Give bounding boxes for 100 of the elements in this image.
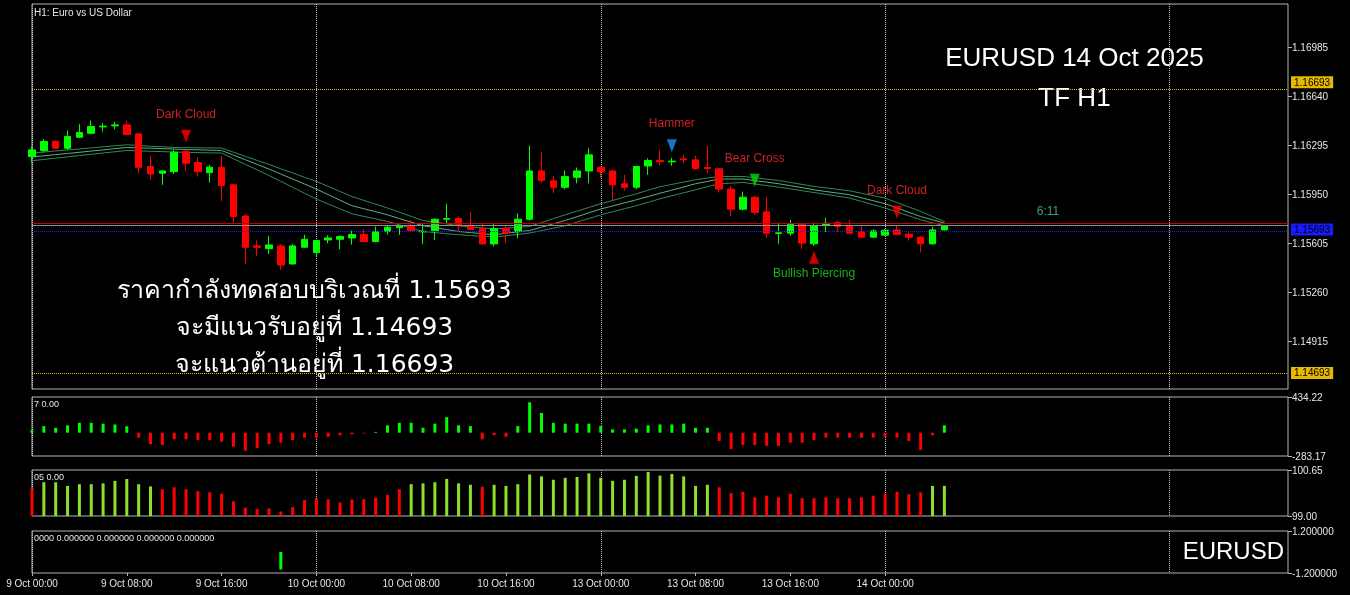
bar [445, 417, 449, 433]
candlestick [479, 222, 486, 246]
x-tick-label: 10 Oct 08:00 [382, 577, 441, 589]
candlestick [798, 222, 806, 250]
candlestick [206, 164, 213, 184]
candlestick [656, 149, 664, 166]
ref-line-label: 1.16693 [1294, 76, 1331, 88]
bar [255, 432, 259, 449]
candlestick [28, 146, 36, 164]
x-tick-label: 13 Oct 00:00 [572, 577, 630, 589]
x-tick-label: 9 Oct 16:00 [195, 577, 248, 589]
candlestick [858, 225, 865, 239]
candlestick [633, 165, 640, 190]
bar [729, 432, 733, 450]
annotation: H1: Euro vs US Dollar [34, 6, 133, 18]
candlestick [893, 225, 901, 236]
bar [267, 432, 271, 445]
data-label: Hammer [648, 116, 695, 131]
annotation: EURUSD [1182, 537, 1284, 564]
bar [89, 422, 93, 433]
y-tick-label: 1.14915 [1292, 335, 1329, 347]
bar [859, 432, 863, 438]
candlestick [87, 119, 95, 135]
bar [385, 425, 389, 433]
y-tick-label: 1.16295 [1292, 139, 1329, 151]
candlestick [135, 132, 142, 174]
candlestick [52, 140, 59, 150]
candlestick [111, 121, 119, 130]
y-tick-label: 1.15260 [1292, 286, 1329, 298]
point [666, 139, 677, 153]
bar [919, 432, 923, 450]
candlestick [336, 234, 344, 250]
candlestick [727, 185, 735, 217]
bar [682, 423, 686, 433]
candlestick [348, 230, 356, 246]
y-tick-label: 1.15605 [1292, 237, 1329, 249]
bar [871, 432, 875, 438]
chart-title: 7 0.00 [34, 398, 60, 409]
candlestick [763, 196, 770, 239]
candlestick [585, 147, 593, 184]
y-tick-label: 99.00 [1292, 510, 1318, 522]
point [891, 205, 902, 219]
candlestick [739, 191, 747, 211]
bar [883, 432, 887, 437]
candlestick [407, 219, 415, 232]
bar [717, 432, 721, 441]
candlestick [680, 154, 687, 164]
y-tick-label: 1.16985 [1292, 41, 1329, 53]
annotation: จะมีแนวรับอยู่ที่ 1.14693 [175, 309, 454, 342]
bar [599, 426, 603, 433]
candlestick [301, 234, 308, 249]
x-tick-label: 9 Oct 08:00 [100, 577, 154, 589]
candlestick [159, 169, 166, 186]
text: EURUSD 14 Oct 2025 [945, 42, 1204, 72]
bar [942, 425, 946, 433]
candlestick [846, 219, 853, 235]
bar [30, 430, 34, 433]
data-label: Dark Cloud [156, 106, 217, 121]
bar [101, 423, 105, 433]
data-label: Bear Cross [724, 150, 785, 165]
y-tick-label: 1.16640 [1292, 90, 1329, 102]
bar [113, 424, 117, 433]
bar [66, 425, 70, 433]
data-label: Bullish Piercing [773, 265, 856, 280]
x-tick-label: 13 Oct 16:00 [761, 577, 820, 589]
bar [184, 432, 188, 440]
candlestick [182, 149, 190, 172]
candlestick [123, 119, 131, 136]
x-tick-label: 10 Oct 16:00 [477, 577, 536, 589]
candlestick [881, 228, 889, 237]
bar [220, 432, 224, 442]
bar [848, 432, 852, 438]
bar [670, 424, 674, 433]
x-tick-label: 9 Oct 00:00 [6, 577, 59, 589]
candlestick [265, 235, 273, 255]
candlestick [810, 222, 818, 247]
candlestick [538, 151, 545, 184]
bar [753, 432, 757, 446]
y-tick-label: -1.200000 [1292, 567, 1338, 579]
candlestick [644, 157, 652, 176]
y-tick-label: 434.22 [1292, 391, 1324, 403]
candlestick [609, 169, 616, 201]
bar [314, 432, 318, 438]
chart-title: 0000 0.000000 0.000000 0.000000 0.000000 [34, 532, 215, 543]
bar [587, 423, 591, 433]
bar [836, 432, 840, 438]
candlestick [289, 243, 296, 266]
candlestick [929, 225, 936, 246]
candlestick [170, 149, 178, 175]
candlestick [194, 156, 202, 178]
ref-line-label: 1.14693 [1294, 367, 1331, 379]
bar [528, 402, 532, 433]
bar [694, 427, 698, 433]
bar [895, 432, 899, 438]
bar [480, 432, 484, 440]
bar [433, 423, 437, 433]
candlestick [597, 166, 605, 179]
candlestick [230, 183, 237, 224]
x-tick-label: 14 Oct 00:00 [856, 577, 915, 589]
bar [741, 432, 745, 446]
